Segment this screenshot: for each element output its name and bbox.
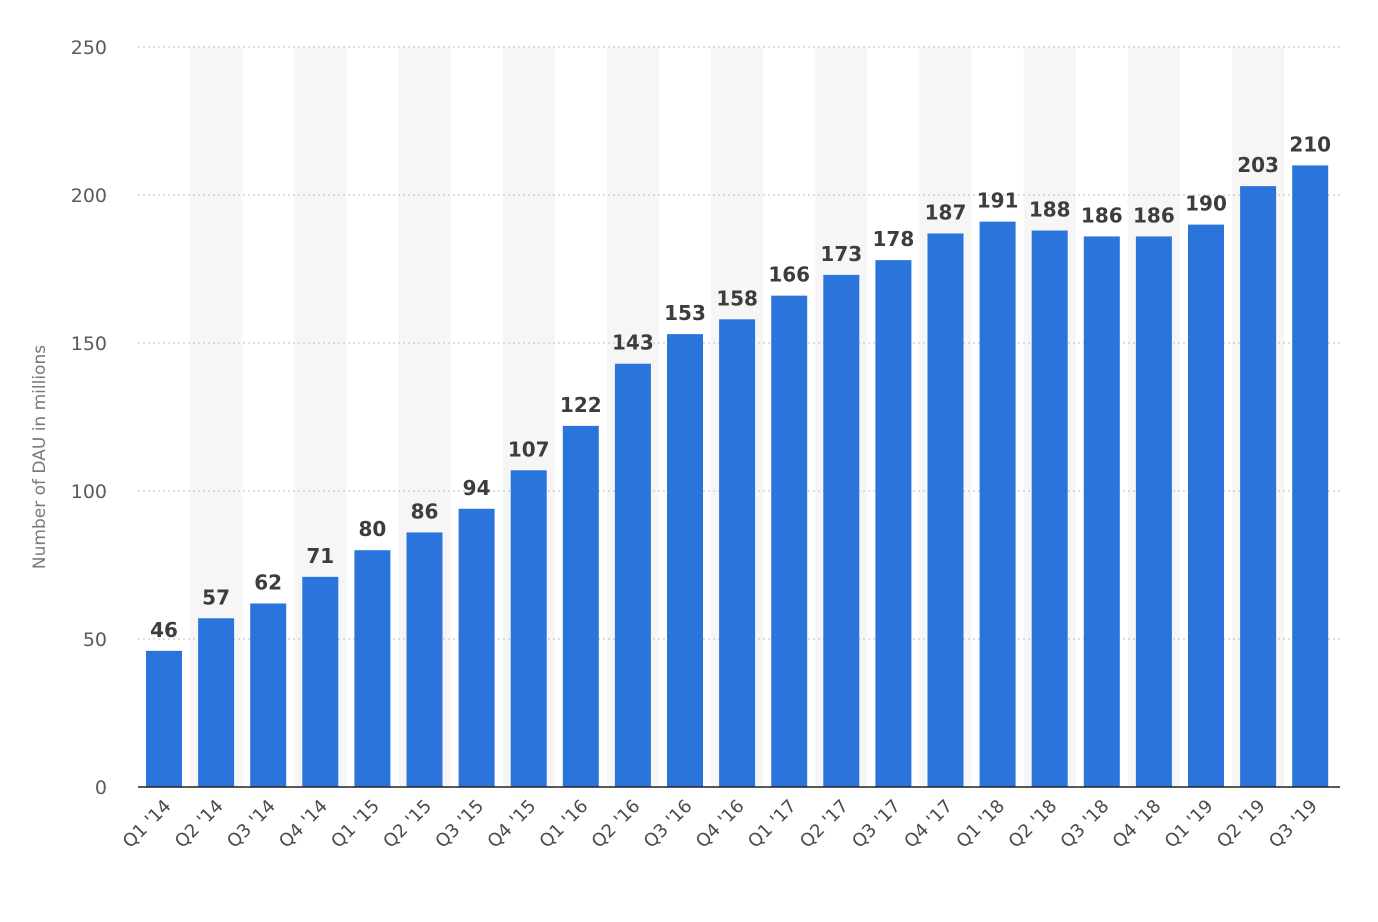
bar: [302, 576, 339, 787]
x-tick-label: Q2 '14: [171, 796, 228, 853]
x-tick-label: Q2 '17: [796, 796, 853, 853]
y-axis-ticks: 0 50 100 150 200 250: [71, 37, 107, 799]
x-tick-label: Q1 '14: [119, 796, 176, 853]
x-tick-label: Q3 '18: [1057, 796, 1114, 853]
data-label: 173: [820, 242, 862, 266]
bar: [1031, 230, 1068, 787]
bar: [875, 260, 912, 787]
y-axis-title: Number of DAU in millions: [30, 345, 50, 569]
x-tick-label: Q3 '19: [1265, 796, 1322, 853]
bar: [406, 532, 443, 787]
x-tick-label: Q2 '19: [1213, 796, 1270, 853]
x-tick-label: Q1 '19: [1161, 796, 1218, 853]
x-tick-label: Q4 '17: [900, 796, 957, 853]
data-label: 191: [977, 189, 1019, 213]
data-label: 178: [873, 227, 915, 251]
y-tick-label: 100: [71, 481, 107, 503]
bar: [719, 319, 756, 787]
bar: [1188, 224, 1224, 788]
x-tick-label: Q4 '15: [484, 796, 541, 853]
data-label: 186: [1081, 203, 1123, 227]
data-label: 187: [925, 200, 967, 224]
bar: [562, 425, 599, 787]
bar: [927, 233, 964, 788]
bar: [510, 470, 547, 787]
data-label: 203: [1237, 153, 1279, 177]
data-label: 210: [1289, 132, 1331, 156]
data-label: 158: [716, 286, 758, 310]
bar: [771, 295, 808, 787]
x-tick-label: Q2 '15: [379, 796, 436, 853]
data-label: 46: [150, 618, 178, 642]
bar: [1292, 165, 1329, 787]
y-tick-label: 150: [71, 333, 107, 355]
bar: [146, 650, 182, 787]
bar: [250, 603, 287, 787]
x-tick-label: Q3 '17: [848, 796, 905, 853]
data-label: 153: [664, 301, 706, 325]
y-tick-label: 200: [71, 185, 107, 207]
x-tick-label: Q1 '17: [744, 796, 801, 853]
bar: [667, 334, 703, 787]
x-tick-label: Q4 '14: [275, 796, 332, 853]
y-tick-label: 50: [83, 629, 107, 651]
data-label: 57: [202, 585, 230, 609]
x-tick-label: Q4 '16: [692, 796, 749, 853]
bar: [823, 274, 860, 787]
data-labels: 46 57 62 71 80 86 94 107 122 143 153 158 166 173 178 18…: [150, 132, 1331, 641]
x-tick-label: Q1 '15: [327, 796, 384, 853]
data-label: 186: [1133, 203, 1175, 227]
data-label: 188: [1029, 198, 1071, 222]
bars: [146, 165, 1329, 788]
bar: [614, 363, 651, 787]
data-label: 94: [463, 476, 491, 500]
x-tick-label: Q2 '18: [1005, 796, 1062, 853]
x-tick-label: Q3 '16: [640, 796, 697, 853]
bar: [1135, 236, 1172, 787]
x-tick-label: Q4 '18: [1109, 796, 1166, 853]
x-tick-label: Q1 '16: [536, 796, 593, 853]
data-label: 62: [254, 570, 282, 594]
bar: [354, 550, 391, 787]
bar: [198, 618, 235, 787]
bar: [1083, 236, 1120, 787]
bar: [458, 508, 495, 787]
x-tick-label: Q2 '16: [588, 796, 645, 853]
data-label: 71: [306, 544, 334, 568]
bar: [979, 221, 1016, 787]
data-label: 166: [768, 263, 810, 287]
data-label: 86: [411, 499, 439, 523]
data-label: 122: [560, 393, 602, 417]
x-tick-label: Q3 '15: [431, 796, 488, 853]
data-label: 143: [612, 331, 654, 355]
bar: [1240, 186, 1277, 787]
y-tick-label: 250: [71, 37, 107, 59]
data-label: 80: [358, 517, 386, 541]
x-tick-label: Q1 '18: [952, 796, 1009, 853]
y-tick-label: 0: [95, 777, 107, 799]
data-label: 107: [508, 437, 550, 461]
data-label: 190: [1185, 192, 1227, 216]
x-tick-label: Q3 '14: [223, 796, 280, 853]
